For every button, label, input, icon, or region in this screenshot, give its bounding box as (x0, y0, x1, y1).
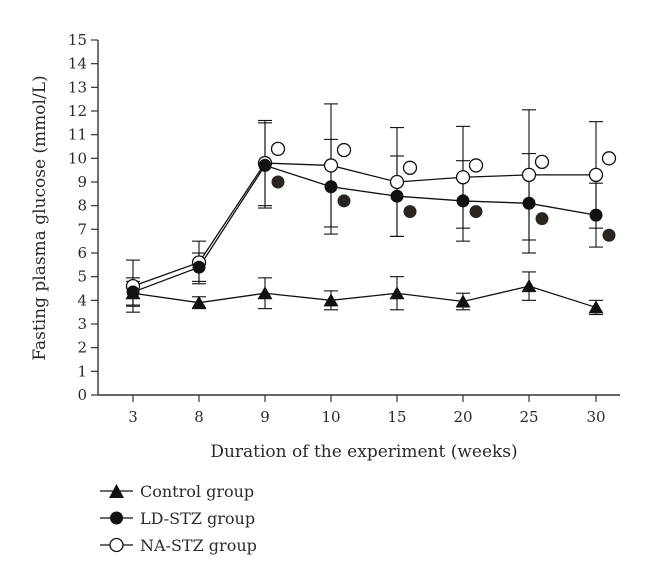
data-point-ld-stz (390, 189, 404, 203)
legend-label-na-stz: NA-STZ group (140, 536, 257, 555)
series-line-ld-stz (132, 164, 597, 293)
x-tick-label: 10 (321, 408, 340, 426)
data-point-control (389, 286, 405, 300)
data-point-na-stz (455, 170, 471, 185)
legend-marker-open-circle (109, 537, 124, 553)
data-point-ld-stz (324, 180, 338, 194)
y-axis-title: Fasting plasma glucose (mmol/L) (30, 75, 50, 360)
x-tick-label: 25 (519, 408, 538, 426)
legend-marker-triangle (109, 484, 124, 498)
data-point-ld-stz (589, 208, 603, 222)
y-tick-label: 2 (77, 339, 87, 357)
y-tick-label: 13 (68, 78, 87, 96)
legend-marker-filled-circle (110, 511, 123, 525)
y-tick-label: 4 (77, 291, 87, 309)
offset-markers-ld-stz (271, 175, 616, 242)
data-point-control (588, 300, 604, 314)
data-point-control (257, 286, 273, 300)
data-point-na-stz (588, 167, 604, 183)
legend-label-ld-stz: LD-STZ group (140, 509, 255, 528)
data-point-na-stz (389, 174, 405, 190)
y-tick-label: 15 (68, 31, 87, 49)
offset-point-ld-stz (469, 205, 483, 219)
data-point-na-stz (521, 167, 537, 183)
x-tick-label: 3 (128, 408, 138, 426)
offset-point-na-stz (601, 151, 617, 166)
data-point-control (455, 294, 471, 308)
x-ticks: 3 8 9 10 15 20 25 30 (128, 395, 606, 426)
x-tick-label: 20 (453, 408, 472, 426)
offset-point-ld-stz (535, 212, 549, 226)
x-tick-label: 9 (260, 408, 270, 426)
y-tick-label: 1 (77, 362, 87, 380)
data-point-control (191, 295, 207, 309)
x-tick-label: 8 (194, 408, 204, 426)
axes (97, 40, 620, 396)
series-line-na-stz (132, 162, 596, 287)
x-axis-title: Duration of the experiment (weeks) (210, 442, 517, 462)
y-tick-label: 14 (68, 55, 87, 73)
y-tick-label: 10 (68, 149, 87, 167)
x-tick-label: 30 (586, 408, 605, 426)
offset-markers-na-stz (270, 141, 617, 175)
legend: Control group LD-STZ group NA-STZ group (100, 482, 257, 555)
data-point-ld-stz (258, 158, 272, 172)
data-point-ld-stz (456, 194, 470, 208)
offset-point-ld-stz (271, 175, 285, 189)
y-tick-label: 12 (68, 102, 87, 120)
series-line-control (132, 285, 597, 309)
offset-point-na-stz (270, 141, 286, 157)
series-markers-ld-stz (126, 158, 603, 299)
y-tick-label: 9 (77, 173, 87, 191)
legend-label-control: Control group (140, 482, 254, 501)
y-tick-label: 5 (77, 268, 87, 286)
offset-point-ld-stz (337, 194, 351, 208)
legend-item-na-stz: NA-STZ group (100, 536, 257, 555)
offset-point-na-stz (468, 158, 484, 173)
data-point-ld-stz (192, 260, 206, 274)
offset-point-na-stz (336, 142, 352, 158)
offset-point-na-stz (402, 160, 418, 175)
y-tick-label: 0 (77, 386, 87, 404)
data-point-control (521, 279, 537, 293)
data-point-ld-stz (522, 196, 536, 210)
legend-item-control: Control group (100, 482, 254, 501)
y-tick-label: 7 (77, 220, 87, 238)
series-markers-control (125, 279, 604, 314)
y-tick-label: 8 (77, 197, 87, 215)
y-tick-label: 6 (77, 244, 87, 262)
offset-point-ld-stz (602, 228, 616, 242)
y-tick-label: 3 (77, 315, 87, 333)
offset-point-na-stz (534, 154, 550, 170)
y-tick-label: 11 (68, 126, 87, 144)
data-point-na-stz (323, 158, 339, 173)
data-point-control (323, 293, 339, 307)
data-point-control (125, 286, 141, 300)
plot-area (125, 103, 617, 316)
error-bars-ld-stz (126, 122, 603, 307)
legend-item-ld-stz: LD-STZ group (100, 509, 255, 528)
x-tick-label: 15 (387, 408, 406, 426)
offset-point-ld-stz (403, 205, 417, 219)
